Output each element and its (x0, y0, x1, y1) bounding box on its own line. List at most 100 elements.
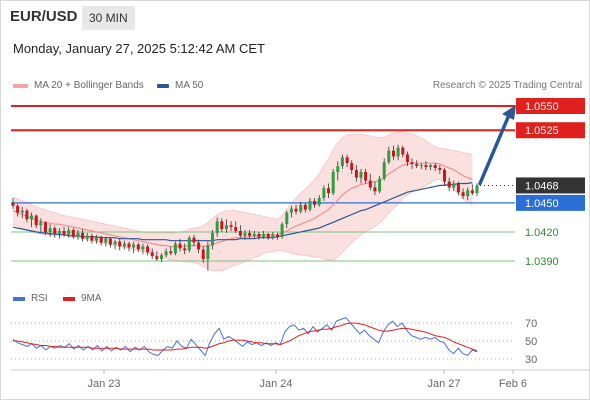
price-tag-bg (516, 177, 585, 194)
candle-body (136, 244, 140, 250)
ma50-swatch (157, 83, 169, 88)
candle-body (85, 235, 89, 239)
price-tag-bg (516, 98, 585, 114)
candle-body (206, 245, 210, 260)
candle-body (452, 183, 456, 188)
tag-1-0468: 1.0468 (516, 177, 585, 194)
datetime-label: Monday, January 27, 2025 5:12:42 AM CET (13, 41, 265, 56)
candle-body (424, 165, 428, 167)
credit-label: Research © 2025 Trading Central (432, 80, 582, 91)
candle-body (461, 192, 465, 197)
candle-body (364, 171, 368, 181)
candle-body (11, 202, 15, 206)
candle-body (229, 225, 233, 228)
candle-body (470, 190, 474, 194)
candle-body (141, 246, 145, 250)
ma9-swatch (63, 296, 75, 301)
legend-ma50: MA 50 (157, 80, 203, 91)
candle-body (30, 215, 34, 220)
legend-ma9-label: 9MA (81, 293, 102, 304)
candle-body (71, 230, 75, 237)
candle-body (220, 221, 224, 229)
candle-body (201, 249, 205, 260)
timeframe-button[interactable]: 30 MIN (82, 6, 135, 30)
candle-body (257, 233, 261, 237)
candle-body (25, 210, 29, 220)
candle-body (192, 237, 196, 243)
candle-body (322, 188, 326, 198)
price-tag-text: 1.0390 (525, 256, 559, 268)
candle-body (266, 233, 270, 238)
candle-body (252, 233, 256, 236)
candle-body (276, 234, 279, 237)
candle-body (183, 248, 187, 251)
legend-ma50-label: MA 50 (175, 80, 204, 91)
bb-lower-line (12, 179, 473, 272)
legend-rsi: RSI (13, 293, 48, 304)
candle-body (238, 231, 242, 236)
candle-body (224, 225, 228, 230)
tag-1-0525: 1.0525 (516, 122, 585, 139)
candle-body (303, 204, 307, 210)
tag-1-0450: 1.0450 (516, 194, 585, 211)
tag-1-0550: 1.0550 (516, 98, 585, 114)
legend-ma20-label: MA 20 + Bollinger Bands (34, 80, 144, 91)
tag-1-0420: 1.0420 (525, 227, 559, 239)
candle-body (90, 235, 94, 241)
candle-body (104, 238, 108, 243)
candle-body (317, 198, 321, 205)
candle-body (67, 230, 71, 235)
candle-body (76, 232, 80, 237)
candles (11, 144, 479, 271)
candle-body (81, 232, 85, 239)
candle-body (132, 244, 136, 248)
candle-body (62, 231, 66, 235)
candle-body (336, 166, 340, 172)
candle-body (173, 243, 177, 254)
candle-body (99, 236, 103, 243)
rsi-ma9-line (13, 322, 478, 352)
rsi-level-label: 50 (525, 336, 537, 348)
candle-body (20, 210, 24, 213)
rsi-level-label: 70 (525, 318, 537, 330)
candle-body (169, 251, 173, 254)
symbol-label: EUR/USD (10, 8, 78, 25)
candle-body (178, 243, 182, 249)
candle-body (16, 205, 20, 213)
candle-body (164, 251, 168, 256)
header-bar: EUR/USD 30 MIN (0, 0, 590, 34)
candle-body (345, 157, 349, 164)
candle-body (95, 236, 98, 241)
x-tick-label: Jan 24 (259, 378, 292, 390)
price-tag-text: 1.0550 (525, 101, 559, 113)
candle-body (308, 200, 312, 210)
candle-body (34, 215, 38, 226)
candle-body (57, 231, 61, 234)
candle-body (373, 187, 377, 192)
forecast-arrow-head (502, 105, 516, 120)
candle-body (456, 183, 460, 193)
candle-body (368, 180, 372, 188)
legend-rsi-label: RSI (31, 293, 48, 304)
candle-body (294, 208, 298, 212)
candle-body (48, 228, 52, 232)
forecast-arrow (478, 113, 511, 186)
candle-body (118, 241, 122, 247)
candle-body (382, 162, 386, 179)
candle-body (44, 222, 47, 232)
candle-body (419, 165, 423, 167)
candle-body (438, 168, 442, 170)
candle-body (392, 150, 395, 157)
tag-1-0390: 1.0390 (525, 256, 559, 268)
candle-body (401, 147, 405, 155)
candle-body (113, 241, 117, 245)
rsi-level-label: 30 (525, 354, 537, 366)
candle-body (280, 224, 284, 237)
candle-body (313, 200, 317, 205)
candle-body (350, 163, 354, 170)
candle-body (122, 243, 126, 247)
legend-ma9: 9MA (63, 293, 102, 304)
ma50-line (12, 181, 473, 242)
x-tick-label: Feb 6 (499, 378, 527, 390)
